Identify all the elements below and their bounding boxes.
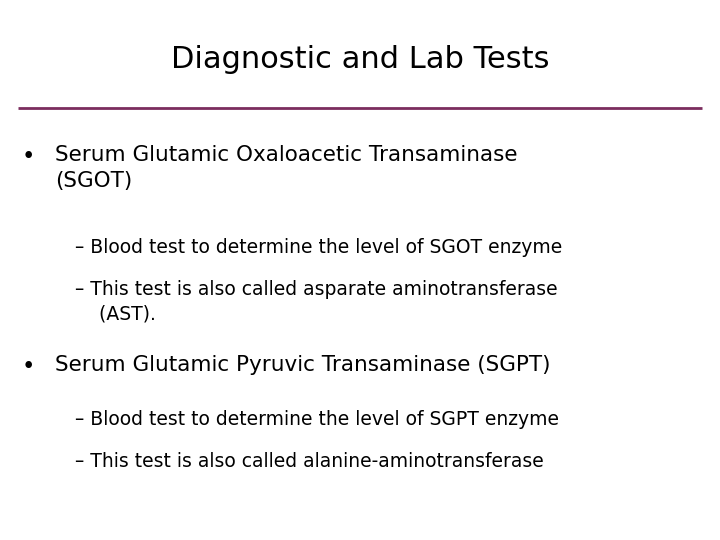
- Text: Serum Glutamic Pyruvic Transaminase (SGPT): Serum Glutamic Pyruvic Transaminase (SGP…: [55, 355, 551, 375]
- Text: •: •: [22, 355, 35, 378]
- Text: Serum Glutamic Oxaloacetic Transaminase
(SGOT): Serum Glutamic Oxaloacetic Transaminase …: [55, 145, 518, 191]
- Text: •: •: [22, 145, 35, 168]
- Text: – This test is also called alanine-aminotransferase: – This test is also called alanine-amino…: [75, 452, 544, 471]
- Text: – This test is also called asparate aminotransferase
    (AST).: – This test is also called asparate amin…: [75, 280, 557, 323]
- Text: Diagnostic and Lab Tests: Diagnostic and Lab Tests: [171, 45, 549, 75]
- Text: – Blood test to determine the level of SGOT enzyme: – Blood test to determine the level of S…: [75, 238, 562, 257]
- Text: – Blood test to determine the level of SGPT enzyme: – Blood test to determine the level of S…: [75, 410, 559, 429]
